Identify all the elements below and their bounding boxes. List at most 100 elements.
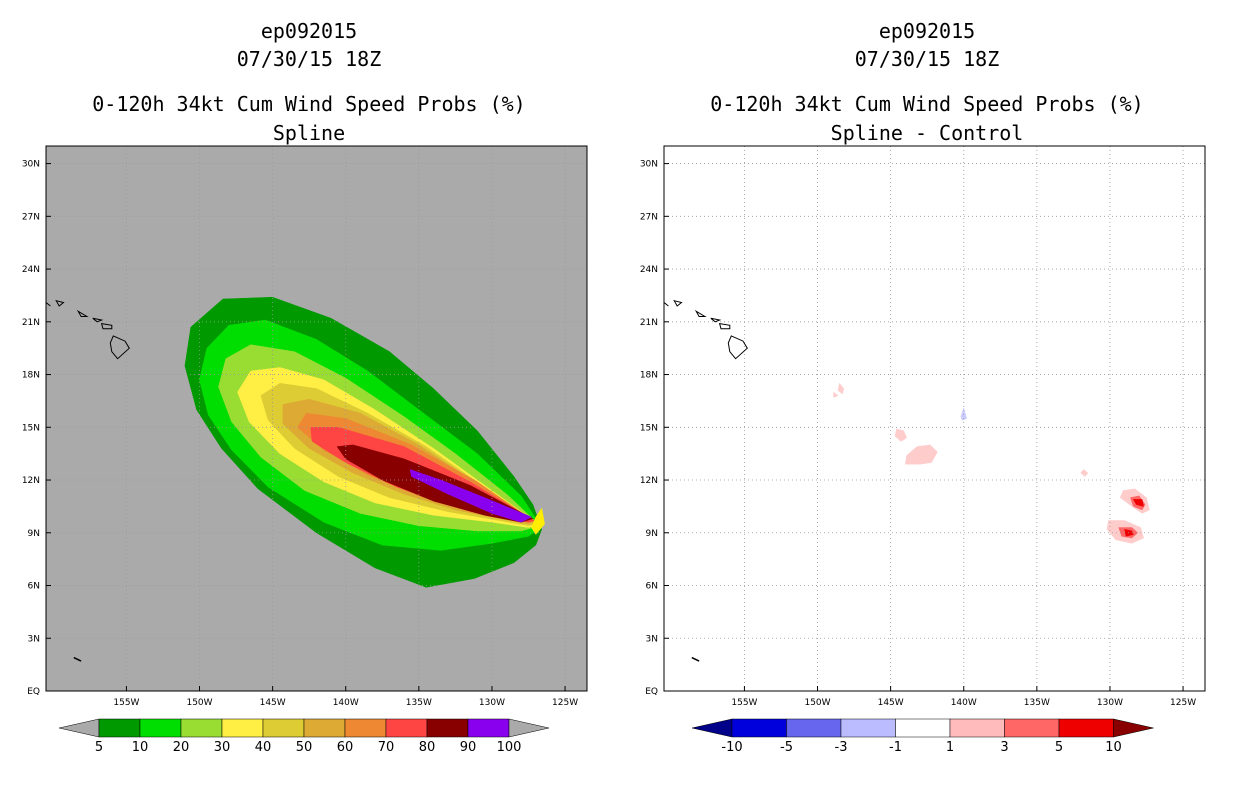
colorbar-swatch (949, 718, 1005, 738)
contour-90 (409, 469, 532, 523)
coastline (46, 302, 51, 307)
datetime: 07/30/15 18Z (236, 47, 382, 71)
storm-id: ep092015 (878, 19, 976, 43)
colorbar-swatch (139, 718, 182, 738)
colorbar-swatch (467, 718, 510, 738)
colorbar-swatch (221, 718, 264, 738)
plot-background (664, 146, 1205, 691)
y-tick-label: 30N (640, 160, 658, 170)
colorbar-swatch (385, 718, 428, 738)
chart-subtitle: Spline - Control (830, 121, 1024, 145)
x-tick-label: 135W (1024, 698, 1050, 708)
y-tick-label: 27N (22, 212, 40, 222)
coastline (92, 317, 104, 323)
y-tick-label: 12N (22, 476, 40, 486)
contour-99 (531, 507, 545, 535)
x-tick-label: 125W (552, 698, 578, 708)
map-chart: EQ 3N 6N 9N 12N 15N 18N 21N 24N 27N 30N 155W 150W 145… (22, 145, 588, 755)
x-tick-label: 140W (951, 698, 977, 708)
x-tick-label: 145W (260, 698, 286, 708)
coastline (727, 335, 748, 360)
y-tick-label: 21N (22, 318, 40, 328)
coastline (100, 322, 113, 330)
coastline (76, 309, 89, 317)
chart-subtitle: Spline (272, 121, 346, 145)
y-tick-label: 18N (640, 371, 658, 381)
y-tick-label: 15N (640, 423, 658, 433)
plot-area (664, 146, 1205, 691)
map-chart: EQ 3N 6N 9N 12N 15N 18N 21N 24N 27N 30N 155W 150W 145… (640, 145, 1206, 755)
colorbar-swatch (344, 718, 387, 738)
x-tick-label: 155W (113, 698, 139, 708)
coastline (109, 335, 130, 360)
colorbar-swatch (262, 718, 305, 738)
coastline (710, 317, 722, 323)
colorbar-swatch (303, 718, 346, 738)
coastline (718, 322, 731, 330)
colorbar-swatch (1058, 718, 1114, 738)
contour-5 (1132, 499, 1144, 507)
colorbar-label: -10 (721, 740, 742, 755)
x-tick-label: 130W (479, 698, 505, 708)
colorbar-swatch (426, 718, 469, 738)
colorbar-swatch (1004, 718, 1060, 738)
contour-1 (837, 382, 845, 395)
colorbar-label: 90 (460, 740, 477, 755)
chart-title: 0-120h 34kt Cum Wind Speed Probs (%) (92, 92, 526, 116)
colorbar-label: 50 (296, 740, 313, 755)
left-panel: ep092015 07/30/15 18Z 0-120h 34kt Cum Wi… (22, 19, 588, 755)
x-tick-label: 150W (186, 698, 212, 708)
datetime: 07/30/15 18Z (854, 47, 1000, 71)
colorbar: -10 -5 -3 -1 1 3 5 10 (691, 718, 1154, 755)
contour-1 (894, 428, 908, 442)
colorbar-label: -1 (889, 740, 902, 755)
colorbar-label: 30 (214, 740, 231, 755)
y-tick-label: 3N (28, 634, 40, 644)
colorbar-label: 60 (337, 740, 354, 755)
colorbar-extend-high (508, 718, 550, 738)
y-tick-label: 24N (640, 265, 658, 275)
y-tick-label: EQ (645, 687, 658, 697)
colorbar-label: 70 (378, 740, 395, 755)
y-tick-label: 24N (22, 265, 40, 275)
y-tick-label: 6N (646, 582, 658, 592)
colorbar-swatch (731, 718, 787, 738)
y-tick-label: 15N (22, 423, 40, 433)
y-tick-label: 30N (22, 160, 40, 170)
colorbar-label: -5 (780, 740, 793, 755)
colorbar-swatch (180, 718, 223, 738)
plot-frame (45, 145, 588, 692)
colorbar-label: 3 (1000, 740, 1008, 755)
colorbar-label: 100 (497, 740, 522, 755)
coastline (55, 299, 65, 307)
x-tick-label: 125W (1170, 698, 1196, 708)
y-tick-label: 12N (640, 476, 658, 486)
right-panel: ep092015 07/30/15 18Z 0-120h 34kt Cum Wi… (618, 0, 1236, 800)
coastline (673, 299, 683, 307)
colorbar-swatch (786, 718, 842, 738)
contour-1 (905, 444, 938, 465)
storm-id: ep092015 (260, 19, 358, 43)
colorbar-swatch (840, 718, 896, 738)
colorbar-extend-low (691, 718, 733, 738)
coastline (73, 656, 82, 662)
x-tick-label: 130W (1097, 698, 1123, 708)
colorbar-label: 5 (1055, 740, 1063, 755)
y-tick-label: 27N (640, 212, 658, 222)
y-tick-label: 3N (646, 634, 658, 644)
chart-title: 0-120h 34kt Cum Wind Speed Probs (%) (710, 92, 1144, 116)
x-tick-label: 155W (731, 698, 757, 708)
y-tick-label: 9N (28, 529, 40, 539)
contour-1 (1080, 469, 1089, 477)
y-tick-label: 6N (28, 582, 40, 592)
plot-frame (663, 145, 1206, 692)
colorbar-label: -3 (835, 740, 848, 755)
plot-area (46, 146, 587, 691)
colorbar-label: 10 (132, 740, 149, 755)
contour-1 (833, 391, 839, 398)
colorbar-swatch (98, 718, 141, 738)
colorbar: 5 10 20 30 40 50 60 70 80 90 100 (58, 718, 550, 755)
x-tick-label: 140W (333, 698, 359, 708)
colorbar-label: 1 (946, 740, 954, 755)
coastline (691, 656, 700, 662)
